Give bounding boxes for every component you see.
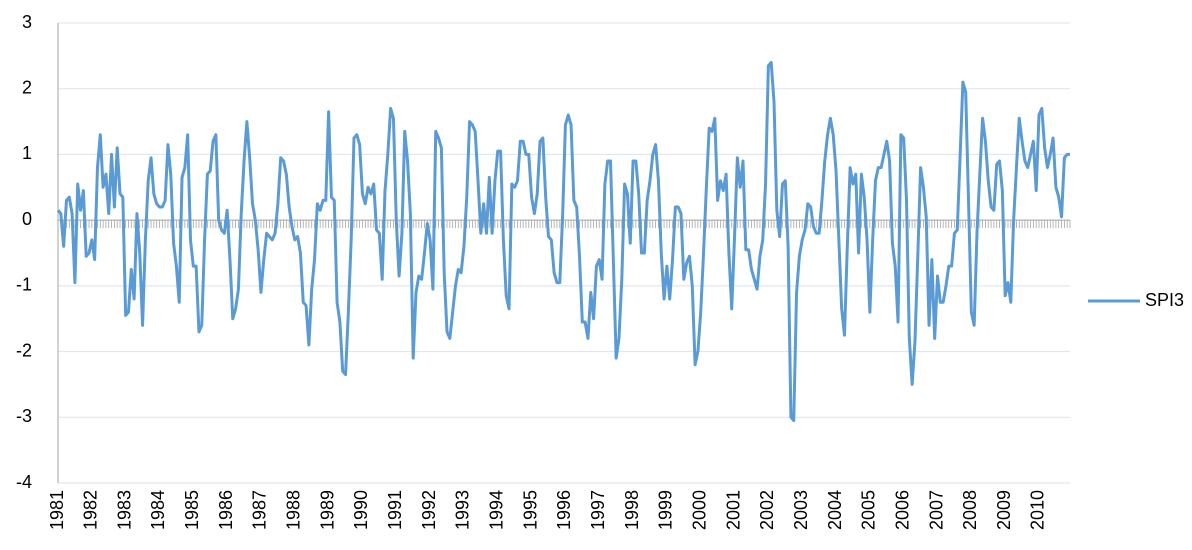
x-tick-label: 1994: [487, 490, 507, 530]
x-tick-label: 1981: [47, 490, 67, 530]
x-tick-label: 1993: [453, 490, 473, 530]
x-tick-label: 2009: [994, 490, 1014, 530]
x-tick-label: 2006: [892, 490, 912, 530]
x-tick-label: 1999: [656, 490, 676, 530]
x-tick-label: 2007: [926, 490, 946, 530]
series-line: [56, 60, 1070, 423]
y-tick-label: -2: [16, 340, 32, 360]
x-tick-label: 1984: [148, 490, 168, 530]
x-tick-label: 1996: [554, 490, 574, 530]
x-tick-label: 2004: [825, 490, 845, 530]
x-tick-label: 2003: [791, 490, 811, 530]
y-tick-label: -3: [16, 406, 32, 426]
y-tick-label: 2: [22, 77, 32, 97]
x-tick-label: 1997: [588, 490, 608, 530]
x-tick-label: 1992: [419, 490, 439, 530]
x-tick-label: 1986: [216, 490, 236, 530]
y-tick-label: 1: [22, 143, 32, 163]
x-tick-label: 1983: [114, 490, 134, 530]
y-tick-label: 3: [22, 12, 32, 32]
x-tick-label: 1988: [284, 490, 304, 530]
x-tick-label: 1987: [250, 490, 270, 530]
x-tick-label: 1989: [317, 490, 337, 530]
x-tick-label: 2005: [859, 490, 879, 530]
x-tick-label: 1990: [351, 490, 371, 530]
x-tick-label: 2000: [689, 490, 709, 530]
x-tick-label: 2008: [960, 490, 980, 530]
x-tick-label: 1995: [520, 490, 540, 530]
x-tick-label: 1985: [182, 490, 202, 530]
y-tick-label: 0: [22, 209, 32, 229]
y-tick-label: -1: [16, 275, 32, 295]
x-tick-label: 2010: [1028, 490, 1048, 530]
legend-label: SPI3: [1145, 290, 1184, 310]
x-tick-label: 1991: [385, 490, 405, 530]
x-tick-label: 2002: [757, 490, 777, 530]
x-tick-label: 1998: [622, 490, 642, 530]
y-tick-label: -4: [16, 472, 32, 492]
x-tick-label: 2001: [723, 490, 743, 530]
x-tick-label: 1982: [81, 490, 101, 530]
